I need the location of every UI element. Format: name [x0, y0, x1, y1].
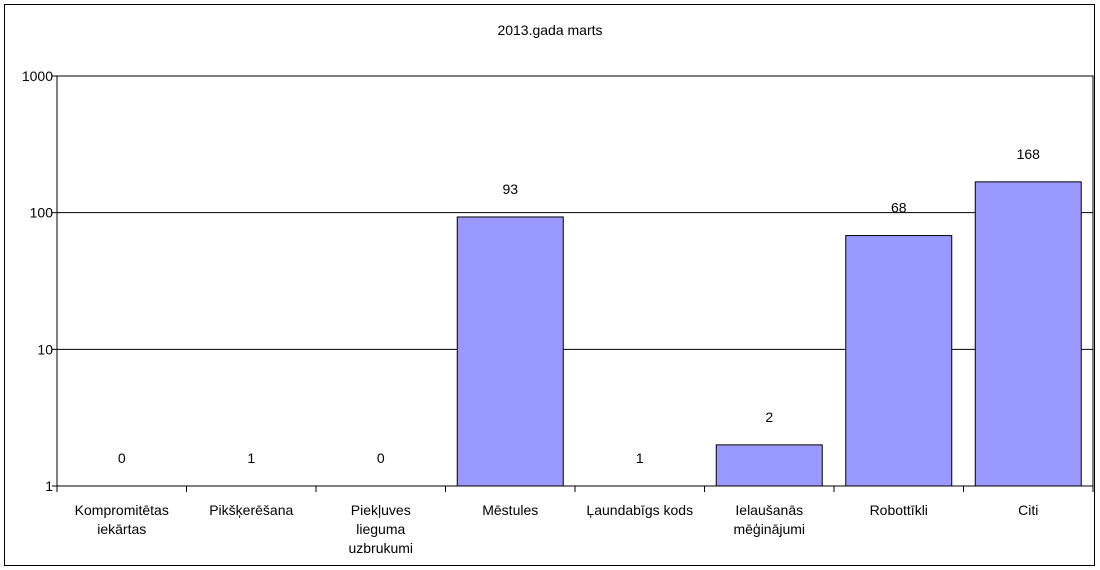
category-label: Ļaundabīgs kods	[586, 502, 693, 518]
bars	[456, 181, 1082, 487]
category-label: Citi	[1018, 502, 1038, 518]
data-labels: 0 1 0 93 1 2 68 168	[118, 146, 1040, 466]
data-label: 1	[247, 450, 255, 466]
bar	[715, 444, 823, 487]
category-label: Pikšķerēšana	[209, 502, 293, 518]
data-label: 1	[636, 450, 644, 466]
category-label: uzbrukumi	[348, 540, 413, 556]
bar	[974, 181, 1082, 487]
category-label: iekārtas	[97, 521, 146, 537]
data-label: 0	[377, 450, 385, 466]
bar	[456, 216, 564, 487]
data-label: 0	[118, 450, 126, 466]
category-label: Piekļuves	[351, 502, 411, 518]
bar	[845, 235, 953, 487]
data-label: 68	[891, 200, 907, 216]
category-label: Kompromitētas	[75, 502, 169, 518]
data-label: 2	[765, 409, 773, 425]
y-tick-label: 1	[45, 478, 53, 494]
y-tick-label: 100	[30, 205, 54, 221]
category-label: lieguma	[356, 521, 405, 537]
category-label: Ielaušanās	[735, 502, 803, 518]
category-label: Robottīkli	[870, 502, 928, 518]
data-label: 93	[502, 181, 518, 197]
category-label: mēģinājumi	[733, 521, 805, 537]
y-axis: 1 10 100 1000	[22, 68, 57, 494]
data-label: 168	[1017, 146, 1041, 162]
y-tick-label: 1000	[22, 68, 53, 84]
category-label: Mēstules	[482, 502, 538, 518]
x-axis: Kompromitētas iekārtas Pikšķerēšana Piekļuv…	[56, 486, 1094, 556]
y-tick-label: 10	[37, 341, 53, 357]
chart-title: 2013.gada marts	[497, 22, 602, 38]
